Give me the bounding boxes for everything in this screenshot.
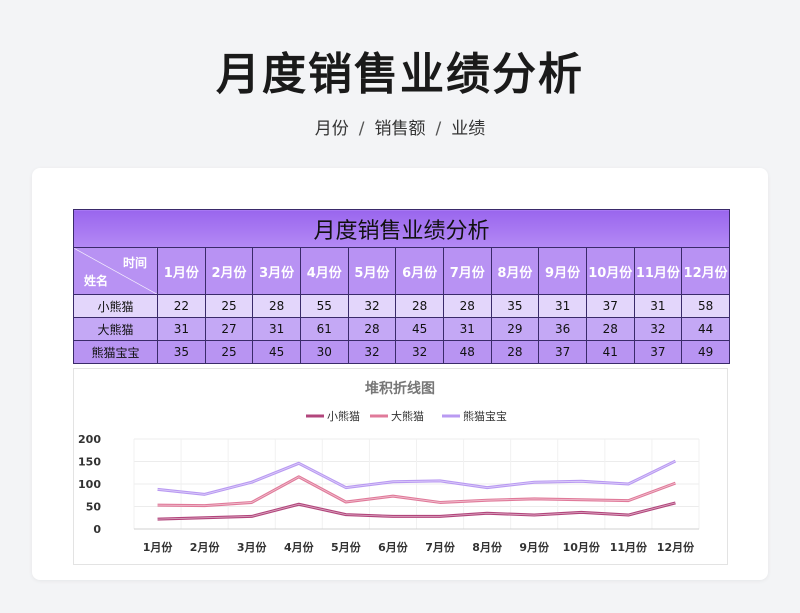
value-cell: 32 [395,340,444,364]
value-cell: 49 [681,340,730,364]
table-row: 小熊猫 22 25 28 55 32 28 28 35 31 37 31 58 [73,294,730,318]
table-title-row: 月度销售业绩分析 [73,209,730,248]
corner-header-cell: 时间 姓名 [73,247,158,295]
month-header-cell: 7月份 [442,247,492,295]
value-cell: 35 [157,340,206,364]
value-cell: 31 [538,294,587,318]
value-cell: 37 [538,340,587,364]
value-cell: 31 [442,317,492,341]
value-cell: 22 [157,294,206,318]
month-header-cell: 12月份 [681,247,730,295]
y-tick-label: 0 [93,523,101,536]
value-cell: 32 [347,340,397,364]
row-name-cell: 大熊猫 [73,317,158,341]
value-cell: 32 [633,317,683,341]
breadcrumb-item[interactable]: 销售额 [374,119,426,139]
breadcrumb-item[interactable]: 月份 [314,119,349,139]
series-line-highlight [157,502,676,520]
value-cell: 37 [585,294,635,318]
month-header-cell: 3月份 [252,247,301,295]
y-tick-label: 150 [78,456,101,469]
value-cell: 55 [299,294,349,318]
month-header-cell: 10月份 [585,247,635,295]
x-tick-label: 2月份 [190,540,221,554]
x-tick-label: 7月份 [425,540,456,554]
row-name-cell: 熊猫宝宝 [73,340,158,364]
value-cell: 28 [395,294,444,318]
x-tick-label: 3月份 [237,540,268,554]
row-name-cell: 小熊猫 [73,294,158,318]
value-cell: 37 [633,340,683,364]
month-header-cell: 9月份 [538,247,587,295]
table-header-row: 时间 姓名 1月份 2月份 3月份 4月份 5月份 6月份 7月份 8月份 9月份 10月份 11月… [73,247,730,295]
value-cell: 27 [204,317,254,341]
breadcrumb-separator: / [358,119,365,139]
x-tick-label: 8月份 [472,540,503,554]
corner-name-label: 姓名 [84,274,109,288]
series-line-highlight [157,476,676,507]
value-cell: 28 [585,317,635,341]
breadcrumb-separator: / [435,119,442,139]
month-header-cell: 8月份 [490,247,540,295]
value-cell: 30 [299,340,349,364]
chart-title: 堆积折线图 [365,380,435,397]
y-tick-label: 50 [86,501,102,514]
table-row: 大熊猫 31 27 31 61 28 45 31 29 36 28 32 44 [73,317,730,341]
month-header-cell: 6月份 [395,247,444,295]
value-cell: 48 [442,340,492,364]
x-tick-label: 6月份 [378,540,409,554]
breadcrumb: 月份 / 销售额 / 业绩 [0,114,800,139]
value-cell: 28 [490,340,540,364]
table-row: 熊猫宝宝 35 25 45 30 32 32 48 28 37 41 37 49 [73,340,730,364]
value-cell: 25 [204,340,254,364]
corner-time-label: 时间 [122,256,147,270]
page-title: 月度销售业绩分析 [216,49,584,100]
legend-label[interactable]: 大熊猫 [391,409,424,423]
x-tick-label: 5月份 [331,540,362,554]
value-cell: 61 [299,317,349,341]
value-cell: 44 [681,317,730,341]
value-cell: 28 [252,294,301,318]
legend-label[interactable]: 熊猫宝宝 [463,409,507,423]
month-header-cell: 2月份 [204,247,254,295]
x-tick-label: 10月份 [563,540,601,554]
series-line-highlight [157,460,676,495]
x-tick-label: 12月份 [657,540,695,554]
x-tick-label: 11月份 [610,540,648,554]
value-cell: 36 [538,317,587,341]
content-card: 月度销售业绩分析 时间 姓名 1月份 2月份 3月份 4月份 5月份 6月份 7月份 8月份 9… [32,168,768,580]
value-cell: 45 [252,340,301,364]
breadcrumb-item[interactable]: 业绩 [451,119,486,139]
chart-container: 堆积折线图 小熊猫 大熊猫 熊猫宝宝 0 50 100 150 200 1月份 2月份 3月份 4月份 5… [73,368,728,565]
x-tick-label: 1月份 [143,540,174,554]
legend-label[interactable]: 小熊猫 [327,409,360,423]
value-cell: 35 [490,294,540,318]
value-cell: 29 [490,317,540,341]
table-title: 月度销售业绩分析 [73,209,730,248]
value-cell: 45 [395,317,444,341]
value-cell: 41 [585,340,635,364]
month-header-cell: 4月份 [299,247,349,295]
x-tick-label: 9月份 [519,540,550,554]
month-header-cell: 5月份 [347,247,397,295]
y-tick-label: 200 [78,433,101,446]
value-cell: 31 [157,317,206,341]
value-cell: 25 [204,294,254,318]
sales-table: 月度销售业绩分析 时间 姓名 1月份 2月份 3月份 4月份 5月份 6月份 7月份 8月份 9… [73,209,730,364]
y-tick-label: 100 [78,478,101,491]
month-header-cell: 11月份 [633,247,683,295]
x-tick-label: 4月份 [284,540,315,554]
value-cell: 32 [347,294,397,318]
value-cell: 28 [347,317,397,341]
month-header-cell: 1月份 [157,247,206,295]
value-cell: 31 [252,317,301,341]
value-cell: 58 [681,294,730,318]
value-cell: 28 [442,294,492,318]
value-cell: 31 [633,294,683,318]
